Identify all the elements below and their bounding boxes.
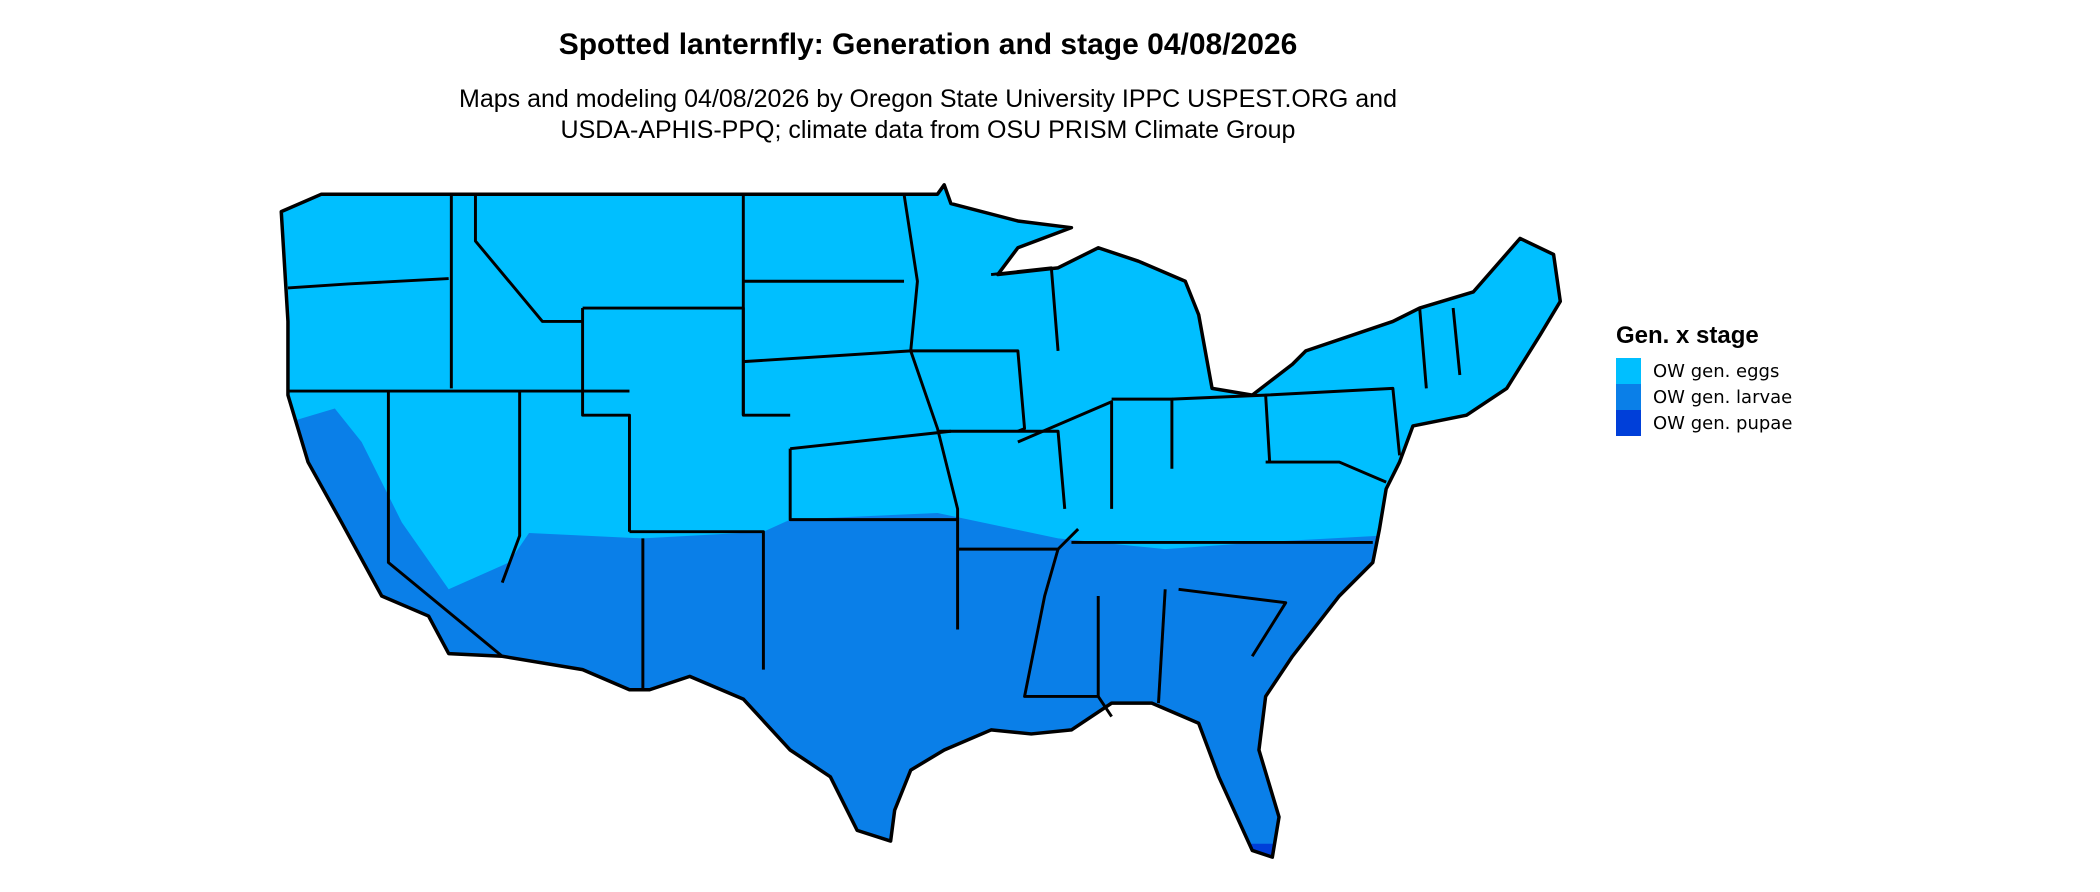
state-border-8	[741, 194, 791, 417]
state-border-28	[1418, 307, 1428, 389]
state-border-21	[1017, 400, 1114, 509]
state-border-24	[1265, 386, 1402, 456]
chart-title: Spotted lanternfly: Generation and stage…	[558, 28, 1298, 61]
legend-title: Gen. x stage	[1616, 322, 1759, 349]
legend-label-pupae: OW gen. pupae	[1653, 412, 1793, 434]
us-outline	[279, 183, 1563, 859]
state-border-14	[902, 193, 960, 630]
legend: Gen. x stage OW gen. eggs OW gen. larvae…	[1616, 322, 1792, 436]
state-border-29	[1451, 307, 1462, 376]
state-border-13	[790, 429, 952, 451]
state-border-4	[500, 391, 522, 584]
state-border-5	[581, 308, 631, 532]
legend-item-eggs: OW gen. eggs	[1616, 358, 1792, 384]
state-border-20	[937, 429, 1067, 510]
legend-label-eggs: OW gen. eggs	[1653, 360, 1780, 382]
subtitle-line-2: USDA-APHIS-PPQ; climate data from OSU PR…	[560, 116, 1296, 144]
legend-swatch-larvae	[1616, 384, 1641, 410]
legend-label-larvae: OW gen. larvae	[1653, 386, 1793, 408]
legend-item-pupae: OW gen. pupae	[1616, 410, 1792, 436]
legend-item-larvae: OW gen. larvae	[1616, 384, 1792, 410]
state-border-11	[629, 530, 765, 670]
state-border-7	[473, 194, 583, 323]
state-borders	[287, 193, 1462, 718]
state-border-10	[743, 349, 911, 364]
legend-swatch-pupae	[1616, 410, 1641, 436]
state-border-12	[788, 448, 958, 522]
state-border-17	[1023, 548, 1113, 718]
state-border-0	[287, 277, 449, 290]
state-border-25	[1265, 460, 1387, 484]
state-border-27	[1178, 587, 1288, 658]
legend-swatch-eggs	[1616, 358, 1641, 384]
chart-subtitle: Maps and modeling 04/08/2026 by Oregon S…	[0, 84, 1856, 146]
state-border-3	[386, 391, 504, 658]
state-border-19	[1157, 589, 1167, 704]
subtitle-line-1: Maps and modeling 04/08/2026 by Oregon S…	[459, 85, 1397, 113]
